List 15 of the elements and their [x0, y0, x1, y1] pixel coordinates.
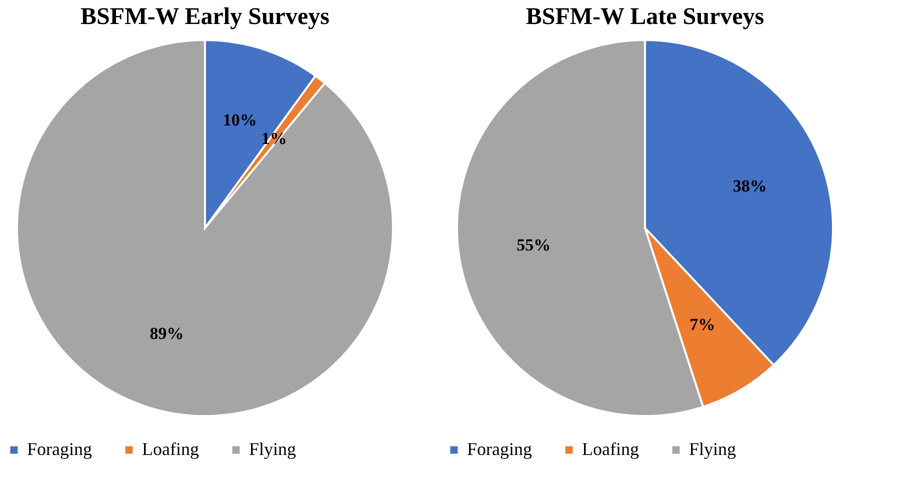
legend-label: Flying	[689, 439, 736, 459]
legend-label: Foraging	[467, 439, 532, 459]
chart-title: BSFM-W Early Surveys	[80, 4, 330, 30]
legend-label: Flying	[249, 439, 296, 459]
legend-label: Loafing	[142, 439, 199, 459]
data-label: 7%	[690, 315, 716, 334]
data-label: 55%	[516, 236, 551, 255]
legend-label: Foraging	[27, 439, 92, 459]
data-label: 10%	[222, 110, 257, 130]
data-label: 89%	[150, 324, 184, 344]
data-label: 1%	[261, 128, 287, 148]
pie-slice	[16, 39, 394, 417]
legend-label: Loafing	[582, 439, 639, 459]
chart-title: BSFM-W Late Surveys	[526, 4, 764, 30]
data-label: 38%	[732, 176, 767, 196]
